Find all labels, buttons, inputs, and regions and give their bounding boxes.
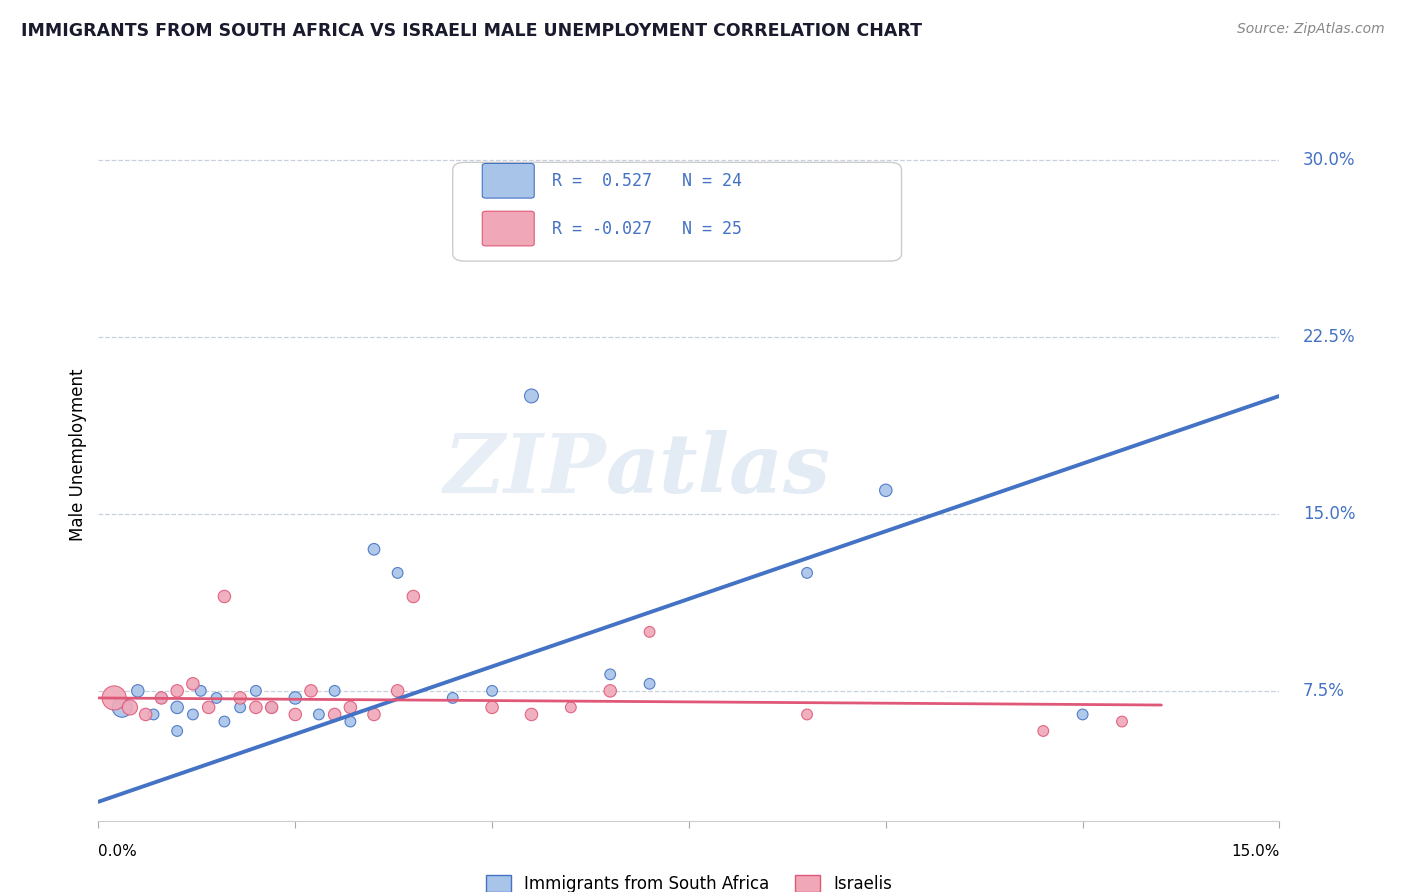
Text: 15.0%: 15.0% <box>1303 505 1355 523</box>
Point <box>284 707 307 722</box>
Point <box>166 684 188 698</box>
Point <box>181 677 204 691</box>
Point <box>323 684 346 698</box>
Point <box>560 700 582 714</box>
Text: R = -0.027   N = 25: R = -0.027 N = 25 <box>553 219 742 237</box>
Point <box>599 667 621 681</box>
Point <box>308 707 330 722</box>
FancyBboxPatch shape <box>482 211 534 246</box>
Point <box>181 707 204 722</box>
Point <box>150 690 173 705</box>
Point <box>166 700 188 714</box>
Point <box>387 684 409 698</box>
Point <box>796 566 818 580</box>
Text: 7.5%: 7.5% <box>1303 681 1346 700</box>
Point <box>197 700 219 714</box>
Text: R =  0.527   N = 24: R = 0.527 N = 24 <box>553 172 742 190</box>
Point <box>111 700 134 714</box>
Point <box>363 707 385 722</box>
Point <box>214 590 236 604</box>
Point <box>284 690 307 705</box>
Point <box>260 700 283 714</box>
Legend: Immigrants from South Africa, Israelis: Immigrants from South Africa, Israelis <box>479 869 898 892</box>
Y-axis label: Male Unemployment: Male Unemployment <box>69 368 87 541</box>
Point <box>520 389 543 403</box>
Text: Source: ZipAtlas.com: Source: ZipAtlas.com <box>1237 22 1385 37</box>
Point <box>118 700 141 714</box>
Point <box>339 714 361 729</box>
Point <box>875 483 897 498</box>
Point <box>599 684 621 698</box>
Point <box>135 707 157 722</box>
Point <box>190 684 212 698</box>
Text: ZIP: ZIP <box>444 430 606 509</box>
Point <box>150 690 173 705</box>
Point <box>363 542 385 557</box>
Point <box>1071 707 1094 722</box>
Point <box>229 700 252 714</box>
Point <box>402 590 425 604</box>
Point <box>166 723 188 738</box>
Point <box>229 690 252 705</box>
Point <box>638 677 661 691</box>
Point <box>205 690 228 705</box>
Point <box>245 684 267 698</box>
Point <box>214 714 236 729</box>
Text: 0.0%: 0.0% <box>98 845 138 859</box>
Point <box>796 707 818 722</box>
Point <box>520 707 543 722</box>
Text: IMMIGRANTS FROM SOUTH AFRICA VS ISRAELI MALE UNEMPLOYMENT CORRELATION CHART: IMMIGRANTS FROM SOUTH AFRICA VS ISRAELI … <box>21 22 922 40</box>
FancyBboxPatch shape <box>453 162 901 261</box>
Point <box>142 707 165 722</box>
Text: 15.0%: 15.0% <box>1232 845 1279 859</box>
Point <box>1032 723 1054 738</box>
Text: 30.0%: 30.0% <box>1303 151 1355 169</box>
Point <box>638 624 661 639</box>
Text: atlas: atlas <box>606 430 831 509</box>
Point <box>1111 714 1133 729</box>
Point <box>323 707 346 722</box>
Point <box>127 684 149 698</box>
Point <box>339 700 361 714</box>
Point <box>103 690 125 705</box>
Point <box>260 700 283 714</box>
Point <box>299 684 322 698</box>
Text: 22.5%: 22.5% <box>1303 328 1355 346</box>
Point <box>481 700 503 714</box>
Point <box>387 566 409 580</box>
Point <box>441 690 464 705</box>
Point <box>481 684 503 698</box>
Point <box>245 700 267 714</box>
FancyBboxPatch shape <box>482 163 534 198</box>
